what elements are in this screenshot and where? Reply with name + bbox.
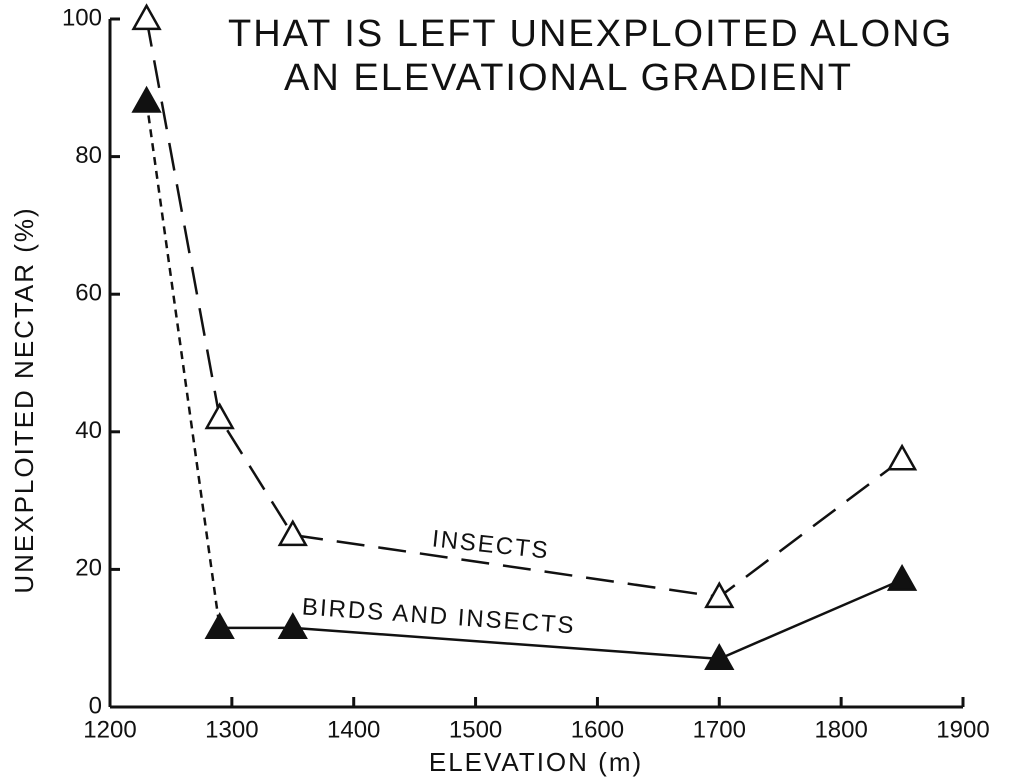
marker xyxy=(277,519,308,547)
x-tick-label: 1600 xyxy=(571,716,624,743)
chart-title: THAT IS LEFT UNEXPLOITED ALONG xyxy=(228,13,953,55)
y-tick-label: 40 xyxy=(75,417,102,444)
x-tick-label: 1800 xyxy=(814,716,867,743)
chart-title: AN ELEVATIONAL GRADIENT xyxy=(284,57,853,99)
y-tick-label: 0 xyxy=(89,692,102,719)
annotation: INSECTS xyxy=(431,525,551,564)
y-tick-label: 80 xyxy=(75,142,102,169)
marker xyxy=(277,612,308,640)
marker xyxy=(886,443,918,471)
marker xyxy=(704,581,735,609)
line-series xyxy=(145,101,221,629)
y-tick-label: 100 xyxy=(62,4,102,31)
marker xyxy=(204,612,235,640)
y-tick-label: 20 xyxy=(75,555,102,582)
x-tick-label: 1300 xyxy=(205,716,258,743)
line-series xyxy=(219,578,903,661)
line-series xyxy=(145,18,903,599)
x-axis-label: ELEVATION (m) xyxy=(429,747,643,777)
marker xyxy=(704,643,735,670)
x-tick-label: 1200 xyxy=(83,716,136,743)
x-tick-label: 1700 xyxy=(693,716,746,743)
y-tick-label: 60 xyxy=(75,280,102,307)
x-tick-label: 1500 xyxy=(449,716,502,743)
x-tick-label: 1400 xyxy=(327,716,380,743)
x-tick-label: 1900 xyxy=(936,716,989,743)
marker xyxy=(131,85,162,113)
y-axis-label: UNEXPLOITED NECTAR (%) xyxy=(9,206,39,593)
marker xyxy=(886,563,918,591)
marker xyxy=(131,3,162,31)
marker xyxy=(204,402,235,430)
